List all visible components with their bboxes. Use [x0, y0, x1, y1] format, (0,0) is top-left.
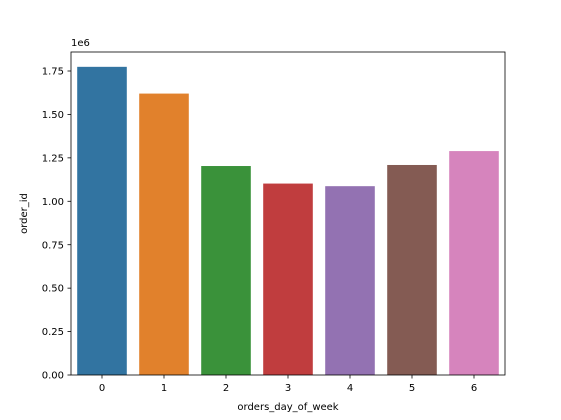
bar-day-1 — [139, 93, 189, 375]
x-tick-label: 3 — [285, 383, 291, 394]
y-tick-label: 0.00 — [42, 371, 64, 382]
x-axis-ticks: 0 1 2 3 4 5 6 — [99, 375, 477, 394]
bar-day-3 — [263, 183, 313, 375]
y-tick-label: 1.75 — [42, 67, 64, 78]
y-offset-label: 1e6 — [71, 38, 90, 49]
x-tick-label: 2 — [223, 383, 229, 394]
y-tick-label: 0.50 — [42, 284, 64, 295]
y-tick-label: 0.25 — [42, 327, 64, 338]
bar-day-2 — [201, 166, 251, 375]
plot-frame — [70, 51, 506, 376]
x-tick-label: 0 — [99, 383, 105, 394]
y-axis-label: order_id — [19, 193, 30, 234]
x-tick-label: 5 — [409, 383, 415, 394]
y-tick-label: 1.50 — [42, 110, 64, 121]
bar-day-5 — [387, 164, 437, 375]
y-tick-label: 1.25 — [42, 153, 64, 164]
bar-day-0 — [77, 66, 127, 375]
x-tick-label: 1 — [161, 383, 167, 394]
x-tick-label: 6 — [471, 383, 477, 394]
x-tick-label: 4 — [347, 383, 353, 394]
y-tick-label: 0.75 — [42, 240, 64, 251]
bars-group — [77, 66, 499, 375]
y-tick-label: 1.00 — [42, 197, 64, 208]
bar-day-4 — [325, 186, 375, 375]
bar-day-6 — [449, 151, 499, 375]
x-axis-label: orders_day_of_week — [237, 402, 338, 413]
y-axis-ticks: 0.00 0.25 0.50 0.75 1.00 1.25 1.50 1.75 — [42, 67, 71, 382]
